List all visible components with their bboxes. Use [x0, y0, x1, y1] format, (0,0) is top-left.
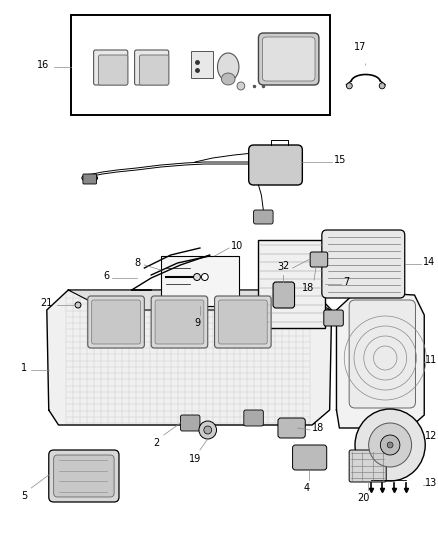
Text: 13: 13: [425, 478, 438, 488]
Text: 14: 14: [423, 257, 435, 267]
Polygon shape: [47, 290, 332, 425]
FancyBboxPatch shape: [293, 445, 327, 470]
FancyBboxPatch shape: [151, 296, 208, 348]
Text: 17: 17: [354, 42, 366, 52]
FancyBboxPatch shape: [92, 300, 141, 344]
FancyBboxPatch shape: [349, 300, 416, 408]
FancyBboxPatch shape: [49, 450, 119, 502]
Circle shape: [204, 426, 212, 434]
Bar: [161, 256, 239, 306]
FancyBboxPatch shape: [273, 282, 294, 308]
FancyBboxPatch shape: [215, 296, 271, 348]
FancyBboxPatch shape: [249, 145, 302, 185]
FancyBboxPatch shape: [262, 37, 315, 81]
Text: 19: 19: [189, 454, 201, 464]
FancyBboxPatch shape: [99, 55, 128, 85]
Text: 18: 18: [302, 283, 314, 293]
Ellipse shape: [221, 73, 235, 85]
Text: 9: 9: [194, 318, 200, 328]
Text: 1: 1: [21, 363, 27, 373]
FancyBboxPatch shape: [139, 55, 169, 85]
Text: 16: 16: [36, 60, 49, 70]
FancyBboxPatch shape: [94, 50, 128, 85]
Circle shape: [75, 302, 81, 308]
Text: 21: 21: [40, 298, 53, 308]
Circle shape: [194, 273, 201, 280]
Circle shape: [199, 421, 216, 439]
Text: 20: 20: [357, 493, 370, 503]
FancyBboxPatch shape: [244, 410, 263, 426]
FancyBboxPatch shape: [310, 252, 328, 267]
Text: 5: 5: [21, 491, 27, 501]
Bar: [191, 51, 212, 78]
FancyBboxPatch shape: [53, 455, 114, 497]
Circle shape: [387, 442, 393, 448]
Text: 11: 11: [425, 355, 438, 365]
Text: 4: 4: [303, 483, 309, 493]
FancyBboxPatch shape: [88, 296, 145, 348]
FancyBboxPatch shape: [219, 300, 267, 344]
FancyBboxPatch shape: [180, 415, 200, 431]
Text: 10: 10: [231, 241, 244, 251]
Text: 2: 2: [283, 261, 289, 271]
Bar: [71, 15, 330, 115]
Circle shape: [380, 435, 400, 455]
Circle shape: [355, 409, 425, 481]
FancyBboxPatch shape: [155, 300, 204, 344]
Circle shape: [346, 83, 352, 89]
FancyBboxPatch shape: [254, 210, 273, 224]
Polygon shape: [336, 292, 424, 428]
FancyBboxPatch shape: [322, 230, 405, 298]
Circle shape: [369, 423, 412, 467]
FancyBboxPatch shape: [349, 450, 386, 482]
Polygon shape: [68, 290, 332, 310]
Bar: [258, 240, 325, 328]
Text: 18: 18: [312, 423, 325, 433]
FancyBboxPatch shape: [278, 418, 305, 438]
Text: 8: 8: [134, 258, 141, 268]
FancyBboxPatch shape: [134, 50, 169, 85]
FancyBboxPatch shape: [324, 310, 343, 326]
Text: 6: 6: [103, 271, 109, 281]
Text: 3: 3: [277, 262, 283, 272]
Ellipse shape: [218, 53, 239, 81]
Text: 2: 2: [154, 438, 160, 448]
Text: 15: 15: [334, 155, 346, 165]
Circle shape: [201, 273, 208, 280]
Text: 7: 7: [343, 277, 350, 287]
Circle shape: [237, 82, 245, 90]
Text: 12: 12: [425, 431, 438, 441]
Circle shape: [379, 83, 385, 89]
FancyBboxPatch shape: [258, 33, 319, 85]
FancyBboxPatch shape: [83, 174, 96, 184]
